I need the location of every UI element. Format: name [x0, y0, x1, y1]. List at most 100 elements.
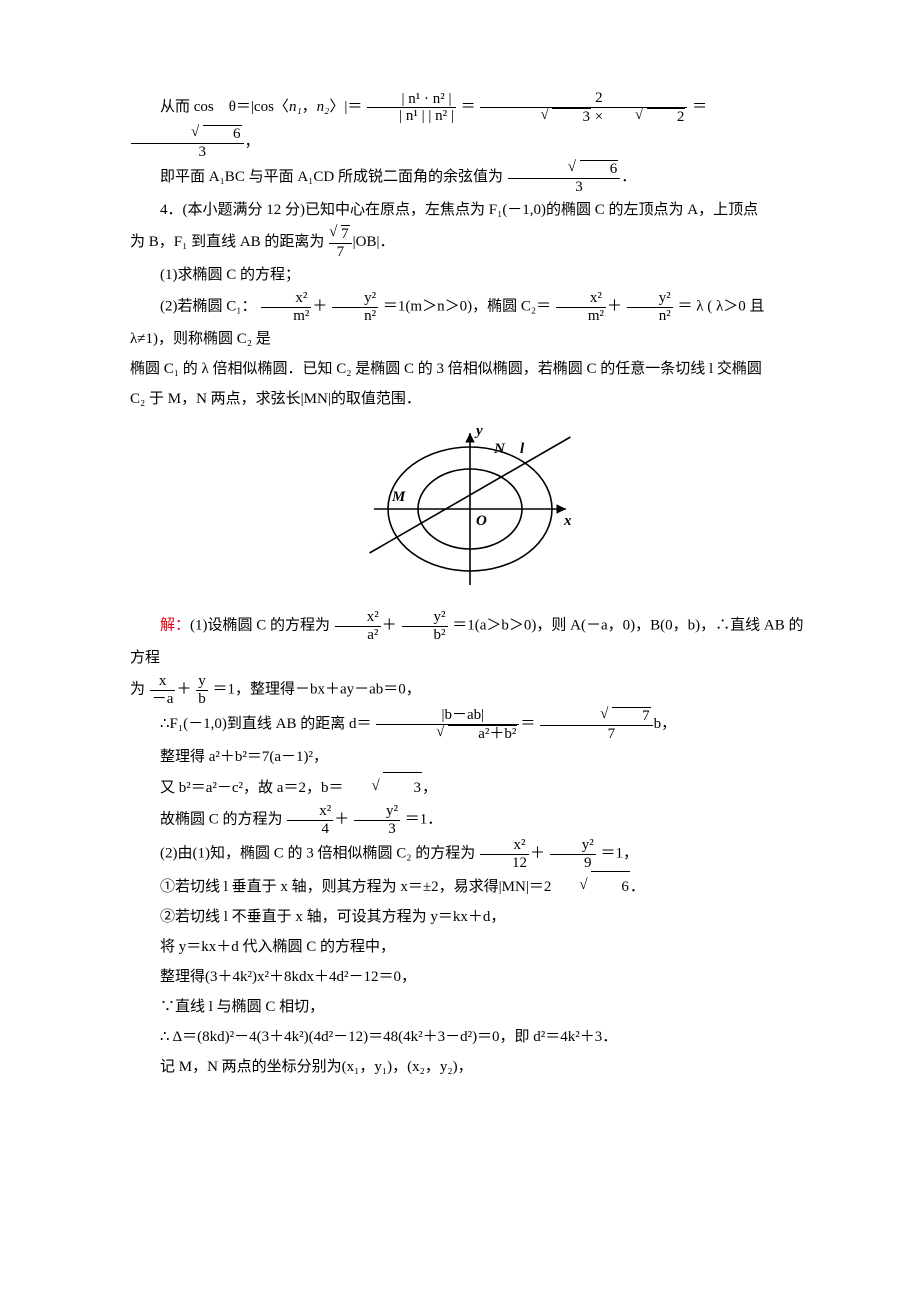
text: 为 — [130, 681, 145, 697]
den: 3 — [508, 178, 621, 196]
sqrt-a2b2: a²＋b² — [408, 725, 517, 743]
ellipse-svg: y x O M Nl — [355, 420, 585, 590]
sqrt-6b: 6 — [540, 160, 619, 178]
den: 3 — [354, 820, 400, 838]
frac-x2-a2: x² a² — [335, 609, 381, 643]
problem-4-line1: 4．(本小题满分 12 分)已知中心在原点，左焦点为 F₁(－1,0)的椭圆 C… — [130, 195, 810, 225]
den: m² — [261, 307, 311, 325]
den: | n¹ | | n² | — [367, 107, 456, 125]
den: b — [196, 690, 208, 708]
den: 7 — [540, 725, 653, 743]
num: x² — [556, 290, 606, 307]
frac-x2-4: x² 4 — [287, 803, 333, 837]
num: y² — [402, 609, 448, 626]
plus: ＋ — [312, 298, 327, 314]
svg-text:y: y — [474, 423, 483, 439]
num: |b－ab| — [376, 707, 519, 724]
text: 〉|＝ — [329, 99, 362, 115]
frac-d: |b－ab| a²＋b² — [376, 707, 519, 742]
text: 即平面 A₁BC 与平面 A₁CD 所成锐二面角的余弦值为 — [160, 169, 503, 185]
frac-y2-n2b: y² n² — [627, 290, 673, 324]
solution-2-line2: ①若切线 l 垂直于 x 轴，则其方程为 x＝±2，易求得|MN|＝26． — [130, 871, 810, 902]
text: ． — [630, 879, 645, 895]
q2-line3: C₂ 于 M，N 两点，求弦长|MN|的取值范围． — [130, 384, 810, 414]
num: x² — [287, 803, 333, 820]
svg-text:N: N — [493, 441, 506, 457]
text: 又 b²＝a²－c²，故 a＝2，b＝ — [160, 780, 343, 796]
solution-2-line3: ②若切线 l 不垂直于 x 轴，可设其方程为 y＝kx＋d， — [130, 902, 810, 932]
sqrt-2: 2 — [607, 108, 686, 126]
text: |OB|． — [353, 234, 395, 250]
solution-1-line4: 整理得 a²＋b²＝7(a－1)²， — [130, 742, 810, 772]
plus: ＋ — [530, 845, 545, 861]
text: ∴F₁(－1,0)到直线 AB 的距离 d＝ — [160, 716, 371, 732]
num: x — [150, 673, 176, 690]
frac-sqrt6-3b: 6 3 — [508, 160, 621, 195]
text: (2)由(1)知，椭圆 C 的 3 倍相似椭圆 C₂ 的方程为 — [160, 845, 475, 861]
solution-2-line4: 将 y＝kx＋d 代入椭圆 C 的方程中， — [130, 932, 810, 962]
solution-1-line1: 解：(1)设椭圆 C 的方程为 x² a² ＋ y² b² ＝1(a＞b＞0)，… — [130, 609, 810, 673]
eq: ＝ — [461, 99, 476, 115]
den: 3 — [131, 143, 244, 161]
ellipse-figure: y x O M Nl — [355, 420, 585, 599]
comma: ， — [245, 134, 260, 150]
text: 从而 cos θ＝|cos〈 — [160, 99, 289, 115]
den: 9 — [550, 854, 596, 872]
text: (2)若椭圆 C₁： — [160, 298, 256, 314]
q2-line1: (2)若椭圆 C₁： x² m² ＋ y² n² ＝1(m＞n＞0)，椭圆 C₂… — [130, 290, 810, 354]
text: ＝1． — [405, 811, 443, 827]
frac-2-over: 2 3 × 2 — [480, 90, 687, 125]
text: (1)设椭圆 C 的方程为 — [190, 617, 330, 633]
den: 4 — [287, 820, 333, 838]
plus: ＋ — [176, 681, 191, 697]
frac-sqrt7-7: 7 7 — [329, 225, 352, 260]
svg-text:x: x — [563, 513, 572, 529]
svg-text:l: l — [520, 441, 525, 457]
text: 故椭圆 C 的方程为 — [160, 811, 283, 827]
text: ＝1，整理得－bx＋ay－ab＝0， — [212, 681, 420, 697]
num: | n¹ · n² | — [367, 91, 456, 108]
num: y² — [354, 803, 400, 820]
svg-text:M: M — [391, 489, 406, 505]
solution-1-line5: 又 b²＝a²－c²，故 a＝2，b＝3， — [130, 772, 810, 803]
frac-y2-3: y² 3 — [354, 803, 400, 837]
frac-n1n2: | n¹ · n² | | n¹ | | n² | — [367, 91, 456, 125]
den: a²＋b² — [376, 724, 519, 743]
solution-2-line6: ∵直线 l 与椭圆 C 相切， — [130, 992, 810, 1022]
sqrt-3b: 3 — [343, 772, 422, 803]
num: x² — [480, 837, 529, 854]
solution-1-line2: 为 x －a ＋ y b ＝1，整理得－bx＋ay－ab＝0， — [130, 673, 810, 707]
vec-n2: n₂ — [317, 99, 330, 115]
line-result: 即平面 A₁BC 与平面 A₁CD 所成锐二面角的余弦值为 6 3 ． — [130, 160, 810, 195]
period: ． — [621, 169, 636, 185]
num: y² — [550, 837, 596, 854]
plus: ＋ — [334, 811, 349, 827]
eq: ＝ — [692, 99, 707, 115]
frac-sqrt6-3: 6 3 — [131, 125, 244, 160]
solution-1-line6: 故椭圆 C 的方程为 x² 4 ＋ y² 3 ＝1． — [130, 803, 810, 837]
den: b² — [402, 626, 448, 644]
den: m² — [556, 307, 606, 325]
sqrt-3: 3 — [512, 108, 591, 126]
q2-line2: 椭圆 C₁ 的 λ 倍相似椭圆．已知 C₂ 是椭圆 C 的 3 倍相似椭圆，若椭… — [130, 354, 810, 384]
frac-sqrt7-7b: 7 7 — [540, 707, 653, 742]
frac-x2-m2b: x² m² — [556, 290, 606, 324]
text: b， — [654, 716, 677, 732]
frac-y-b: y b — [196, 673, 208, 707]
den: n² — [332, 307, 378, 325]
line-cos-eq: 从而 cos θ＝|cos〈n₁，n₂〉|＝ | n¹ · n² | | n¹ … — [130, 90, 810, 160]
solution-2-line5: 整理得(3＋4k²)x²＋8kdx＋4d²－12＝0， — [130, 962, 810, 992]
problem-4-line2: 为 B，F₁ 到直线 AB 的距离为 7 7 |OB|． — [130, 225, 810, 260]
svg-text:O: O — [476, 513, 487, 529]
solution-2-line1: (2)由(1)知，椭圆 C 的 3 倍相似椭圆 C₂ 的方程为 x² 12 ＋ … — [130, 837, 810, 871]
den: a² — [335, 626, 381, 644]
text: ＝1(m＞n＞0)，椭圆 C₂＝ — [383, 298, 551, 314]
frac-x-na: x －a — [150, 673, 176, 707]
figure-wrap: y x O M Nl — [130, 420, 810, 599]
num: x² — [335, 609, 381, 626]
text: ， — [422, 780, 437, 796]
solution-1-line3: ∴F₁(－1,0)到直线 AB 的距离 d＝ |b－ab| a²＋b² ＝ 7 … — [130, 707, 810, 742]
sep: ， — [302, 99, 317, 115]
sqrt-6: 6 — [163, 125, 242, 143]
sqrt-6c: 6 — [551, 871, 630, 902]
